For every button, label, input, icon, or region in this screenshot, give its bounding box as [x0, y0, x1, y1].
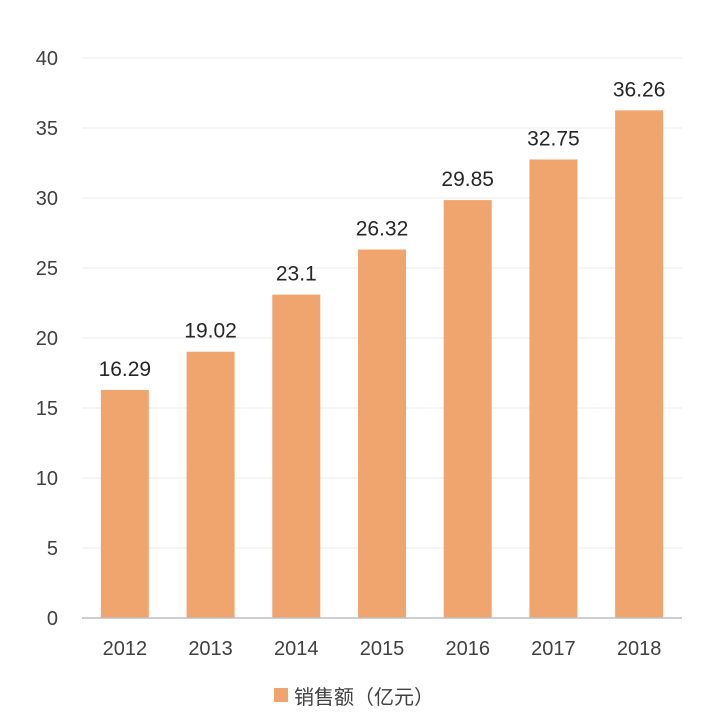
bar — [529, 159, 578, 618]
bar — [100, 389, 149, 618]
y-tick-label: 30 — [36, 188, 58, 210]
y-tick-label: 10 — [36, 468, 58, 490]
bar — [186, 351, 235, 618]
x-tick-label: 2013 — [188, 638, 233, 660]
y-tick-label: 15 — [36, 398, 58, 420]
data-label: 32.75 — [527, 128, 580, 151]
x-tick-label: 2018 — [617, 638, 662, 660]
y-tick-label: 40 — [36, 48, 58, 70]
data-labels: 16.29 19.02 23.1 26.32 29.85 32.75 36.26 — [99, 78, 666, 381]
data-label: 23.1 — [276, 263, 317, 286]
x-tick-label: 2014 — [274, 638, 319, 660]
y-tick-label: 5 — [47, 538, 58, 560]
x-tick-label: 2017 — [531, 638, 576, 660]
y-axis-tick-labels: 0 5 10 15 20 25 30 35 40 — [36, 48, 58, 630]
data-label: 29.85 — [441, 168, 494, 191]
bar — [272, 294, 321, 618]
x-tick-label: 2015 — [360, 638, 405, 660]
legend: 销售额（亿元） — [0, 680, 708, 710]
bar — [358, 249, 406, 618]
y-tick-label: 0 — [47, 608, 58, 630]
bars — [100, 110, 664, 619]
data-label: 16.29 — [99, 358, 152, 381]
bar — [615, 110, 664, 619]
data-label: 26.32 — [356, 218, 409, 241]
x-tick-label: 2016 — [445, 638, 490, 660]
y-tick-label: 35 — [36, 118, 58, 140]
y-tick-label: 20 — [36, 328, 58, 350]
legend-label: 销售额（亿元） — [294, 684, 434, 709]
data-label: 36.26 — [613, 78, 666, 101]
data-label: 19.02 — [184, 320, 237, 343]
x-axis-tick-labels: 2012 2013 2014 2015 2016 2017 2018 — [103, 638, 662, 660]
bar — [443, 200, 492, 618]
x-tick-label: 2012 — [103, 638, 148, 660]
legend-swatch — [274, 688, 288, 702]
y-tick-label: 25 — [36, 258, 58, 280]
